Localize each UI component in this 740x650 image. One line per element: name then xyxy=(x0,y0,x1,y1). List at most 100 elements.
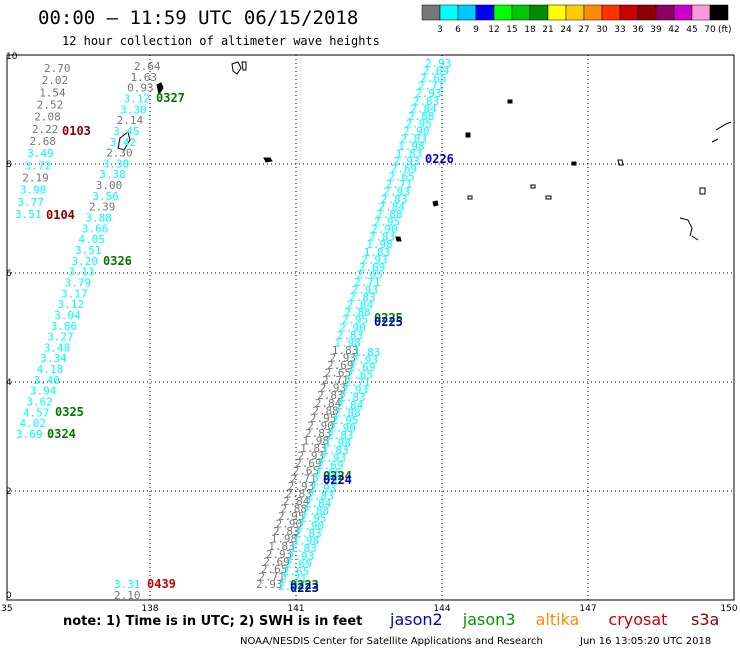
swh-value: 2.84 xyxy=(379,201,406,214)
swh-value: 2.93 xyxy=(352,284,379,297)
swh-value: 3.40 xyxy=(33,374,60,387)
scale-swatch xyxy=(565,4,585,21)
swh-value: 2.90 xyxy=(371,223,398,236)
y-tick-label: 6 xyxy=(6,269,12,279)
swh-value: 3.31 xyxy=(114,578,141,591)
swh-value: 3.62 xyxy=(26,396,53,409)
swh-value: 2.90 xyxy=(403,125,430,138)
map-frame xyxy=(6,54,735,601)
footer-timestamp: Jun 16 13:05:20 UTC 2018 xyxy=(579,636,711,647)
y-tick-label: 0 xyxy=(6,591,12,601)
swh-value: 2.69 xyxy=(359,261,386,274)
swh-value: 2.14 xyxy=(117,114,144,127)
swh-value: 4.05 xyxy=(79,233,106,246)
scale-swatch xyxy=(529,4,549,21)
swh-value: 2.65 xyxy=(347,369,374,382)
swh-value: 1.98 xyxy=(398,140,425,153)
swh-value: 3.72 xyxy=(25,159,52,172)
swh-value: 2.93 xyxy=(288,480,315,493)
island-icon xyxy=(465,132,471,138)
swh-value: 2.71 xyxy=(322,374,349,387)
swh-value: 2.83 xyxy=(337,329,364,342)
swh-value: 1.83 xyxy=(364,246,391,259)
swh-value: 2.88 xyxy=(334,406,361,419)
swh-value: 2.93 xyxy=(266,548,293,561)
scale-unit: (ft) xyxy=(718,25,732,35)
footer-note: note: 1) Time is in UTC; 2) SWH is in fe… xyxy=(63,614,362,629)
island-icon xyxy=(545,195,552,200)
swh-value: 2.71 xyxy=(258,570,285,583)
scale-swatch xyxy=(493,4,513,21)
swh-value: 2.88 xyxy=(376,208,403,221)
swh-value: 3.12 xyxy=(58,298,85,311)
scale-label: 36 xyxy=(632,25,644,35)
swh-value: 2.83 xyxy=(307,489,334,502)
scale-label: 3 xyxy=(437,25,443,35)
swh-value: 2.93 xyxy=(320,452,347,465)
pass-time-label: 0223 xyxy=(290,578,319,592)
x-tick-label: 135 xyxy=(0,604,13,614)
scale-swatch xyxy=(655,4,675,21)
scale-swatch xyxy=(421,4,441,21)
pass-time-label: 0223 xyxy=(290,581,319,595)
swh-value: 3.77 xyxy=(17,196,44,209)
scale-swatch xyxy=(673,4,693,21)
page-title: 00:00 – 11:59 UTC 06/15/2018 xyxy=(38,7,358,29)
swh-value: 1.98 xyxy=(325,437,352,450)
scale-swatch xyxy=(691,4,711,21)
page-subtitle: 12 hour collection of altimeter wave hei… xyxy=(62,34,380,48)
swh-value: 2.95 xyxy=(278,510,305,523)
swh-value: 2.90 xyxy=(276,518,303,531)
pass-time-label: 0226 xyxy=(425,152,454,166)
swh-value: 4.18 xyxy=(37,363,64,376)
swh-value: 2.02 xyxy=(42,74,69,87)
swh-value: 3.79 xyxy=(65,277,92,290)
island-icon xyxy=(395,236,402,242)
swh-value: 1.98 xyxy=(303,435,330,448)
x-tick-label: 141 xyxy=(287,604,304,614)
swh-value: 1.83 xyxy=(268,540,295,553)
scale-swatch xyxy=(439,4,459,21)
pass-time-label: 0224 xyxy=(323,469,352,483)
scale-label: 42 xyxy=(668,25,679,35)
swh-value: 2.95 xyxy=(342,314,369,327)
swh-value: 3.38 xyxy=(99,168,126,181)
x-tick-label: 147 xyxy=(579,604,596,614)
swh-value: 2.65 xyxy=(420,72,447,85)
island-icon xyxy=(432,200,439,207)
swh-value: 2.30 xyxy=(106,147,133,160)
pass-time-label: 0325 xyxy=(55,405,84,419)
swh-value: 2.95 xyxy=(300,512,327,525)
island-icon xyxy=(241,61,247,71)
swh-value: 4.57 xyxy=(23,406,50,419)
grid xyxy=(7,55,734,600)
island-icon xyxy=(617,159,624,166)
swh-value: 2.71 xyxy=(386,178,413,191)
scale-swatch xyxy=(637,4,657,21)
swh-value: 1.54 xyxy=(39,86,66,99)
satellite-legend-item: cryosat xyxy=(608,610,667,629)
pass-time-label: 0225 xyxy=(374,315,403,329)
swh-value: 2.84 xyxy=(337,399,364,412)
swh-value: 2.84 xyxy=(283,495,310,508)
swh-value: 3.69 xyxy=(16,428,43,441)
scale-swatch xyxy=(583,4,603,21)
island-icon xyxy=(571,161,577,166)
swh-value: 2.95 xyxy=(310,412,337,425)
swh-value: 1.98 xyxy=(366,238,393,251)
scale-swatch xyxy=(511,4,531,21)
swh-value: 2.65 xyxy=(283,565,310,578)
pass-time-label: 0225 xyxy=(374,311,403,325)
swh-value: 2.90 xyxy=(298,520,325,533)
swh-value: 2.71 xyxy=(344,376,371,389)
swh-value: 2.22 xyxy=(32,123,59,136)
swh-value: 2.69 xyxy=(295,457,322,470)
swh-value: 3.04 xyxy=(54,309,81,322)
swh-value: 2.65 xyxy=(315,467,342,480)
swh-value: 2.64 xyxy=(134,60,161,73)
scale-swatch xyxy=(457,4,477,21)
swh-value: 2.93 xyxy=(310,482,337,495)
swh-value: 2.71 xyxy=(290,472,317,485)
swh-value: 2.93 xyxy=(393,155,420,168)
